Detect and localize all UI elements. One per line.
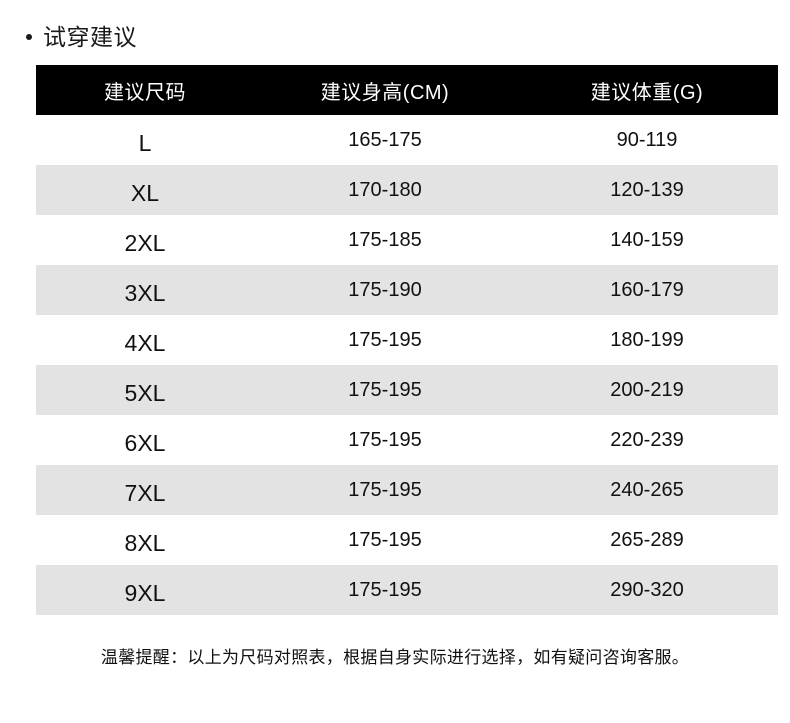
cell-height: 175-195 xyxy=(254,315,516,365)
cell-size: 7XL xyxy=(36,465,254,515)
cell-weight: 265-289 xyxy=(516,515,778,565)
table-row: 5XL 175-195 200-219 xyxy=(36,365,778,415)
table-row: 4XL 175-195 180-199 xyxy=(36,315,778,365)
table-header: 建议尺码 建议身高(CM) 建议体重(G) xyxy=(36,65,778,115)
cell-weight: 200-219 xyxy=(516,365,778,415)
cell-size: 8XL xyxy=(36,515,254,565)
cell-height: 175-195 xyxy=(254,465,516,515)
cell-size: 9XL xyxy=(36,565,254,615)
cell-weight: 120-139 xyxy=(516,165,778,215)
cell-weight: 160-179 xyxy=(516,265,778,315)
cell-size: L xyxy=(36,115,254,165)
column-header-weight: 建议体重(G) xyxy=(516,65,778,115)
cell-height: 175-190 xyxy=(254,265,516,315)
table-row: L 165-175 90-119 xyxy=(36,115,778,165)
cell-height: 175-195 xyxy=(254,515,516,565)
section-title-label: 试穿建议 xyxy=(43,24,137,50)
cell-weight: 290-320 xyxy=(516,565,778,615)
cell-size: 6XL xyxy=(36,415,254,465)
cell-size: 3XL xyxy=(36,265,254,315)
footer-note: 温馨提醒：以上为尺码对照表，根据自身实际进行选择，如有疑问咨询客服。 xyxy=(100,648,690,667)
cell-size: 4XL xyxy=(36,315,254,365)
cell-height: 165-175 xyxy=(254,115,516,165)
size-guide-table: 建议尺码 建议身高(CM) 建议体重(G) L 165-175 90-119 X… xyxy=(36,65,778,615)
cell-size: 5XL xyxy=(36,365,254,415)
table-row: 3XL 175-190 160-179 xyxy=(36,265,778,315)
cell-height: 175-195 xyxy=(254,415,516,465)
table-row: 8XL 175-195 265-289 xyxy=(36,515,778,565)
cell-weight: 220-239 xyxy=(516,415,778,465)
table-row: 9XL 175-195 290-320 xyxy=(36,565,778,615)
cell-weight: 140-159 xyxy=(516,215,778,265)
cell-height: 175-185 xyxy=(254,215,516,265)
cell-height: 175-195 xyxy=(254,365,516,415)
cell-size: XL xyxy=(36,165,254,215)
cell-height: 170-180 xyxy=(254,165,516,215)
page-title: 试穿建议 xyxy=(26,22,137,52)
cell-weight: 240-265 xyxy=(516,465,778,515)
cell-height: 175-195 xyxy=(254,565,516,615)
cell-weight: 90-119 xyxy=(516,115,778,165)
table-row: XL 170-180 120-139 xyxy=(36,165,778,215)
table-row: 6XL 175-195 220-239 xyxy=(36,415,778,465)
table-row: 7XL 175-195 240-265 xyxy=(36,465,778,515)
table-row: 2XL 175-185 140-159 xyxy=(36,215,778,265)
table-body: L 165-175 90-119 XL 170-180 120-139 2XL … xyxy=(36,115,778,615)
column-header-size: 建议尺码 xyxy=(36,65,254,115)
bullet-dot-icon xyxy=(26,34,32,40)
column-header-height: 建议身高(CM) xyxy=(254,65,516,115)
cell-weight: 180-199 xyxy=(516,315,778,365)
cell-size: 2XL xyxy=(36,215,254,265)
table-header-row: 建议尺码 建议身高(CM) 建议体重(G) xyxy=(36,65,778,115)
